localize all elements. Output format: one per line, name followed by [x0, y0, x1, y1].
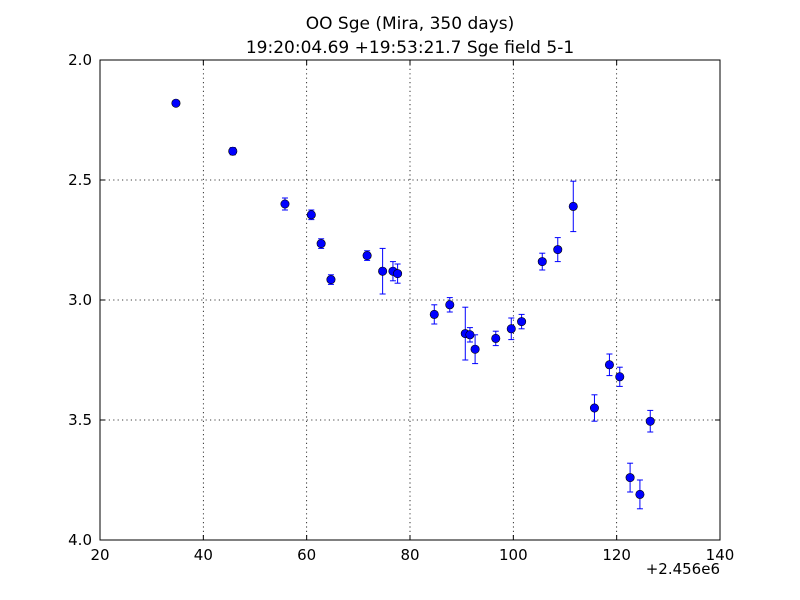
data-point [553, 245, 563, 255]
data-point [445, 300, 455, 310]
x-offset-label: +2.456e6 [646, 560, 720, 578]
x-tick-label: 140 [706, 546, 735, 564]
data-point [470, 344, 480, 354]
y-tick-label: 2.0 [68, 51, 92, 69]
data-point [316, 239, 326, 249]
data-point [326, 275, 336, 285]
data-point [280, 199, 290, 209]
data-point [604, 360, 614, 370]
data-point [625, 473, 635, 483]
data-point [393, 269, 403, 279]
data-point [465, 330, 475, 340]
data-points [171, 98, 655, 499]
x-tick-label: 80 [400, 546, 419, 564]
data-point [517, 317, 527, 327]
data-point [635, 489, 645, 499]
data-point [228, 146, 238, 156]
data-point [589, 403, 599, 413]
data-point [378, 266, 388, 276]
y-tick-label: 3.0 [68, 291, 92, 309]
chart-title: OO Sge (Mira, 350 days) [306, 14, 514, 34]
data-point [568, 201, 578, 211]
x-tick-label: 120 [602, 546, 631, 564]
data-point [429, 309, 439, 319]
data-point [645, 416, 655, 426]
data-point [491, 333, 501, 343]
x-tick-labels: 20 40 60 80 100 120 140 [90, 546, 734, 564]
grid [100, 60, 720, 540]
plot-frame [99, 59, 721, 541]
chart-subtitle: 19:20:04.69 +19:53:21.7 Sge field 5-1 [246, 38, 574, 58]
x-tick-label: 100 [499, 546, 528, 564]
data-point [537, 257, 547, 267]
data-point [362, 251, 372, 261]
data-point [171, 98, 181, 108]
y-tick-label: 4.0 [68, 531, 92, 549]
x-tick-label: 40 [194, 546, 213, 564]
y-tick-label: 3.5 [68, 411, 92, 429]
data-point [506, 324, 516, 334]
y-tick-label: 2.5 [68, 171, 92, 189]
data-point [615, 372, 625, 382]
data-point [306, 210, 316, 220]
x-tick-label: 20 [90, 546, 109, 564]
x-tick-label: 60 [297, 546, 316, 564]
y-tick-labels: 2.0 2.5 3.0 3.5 4.0 [68, 51, 92, 549]
